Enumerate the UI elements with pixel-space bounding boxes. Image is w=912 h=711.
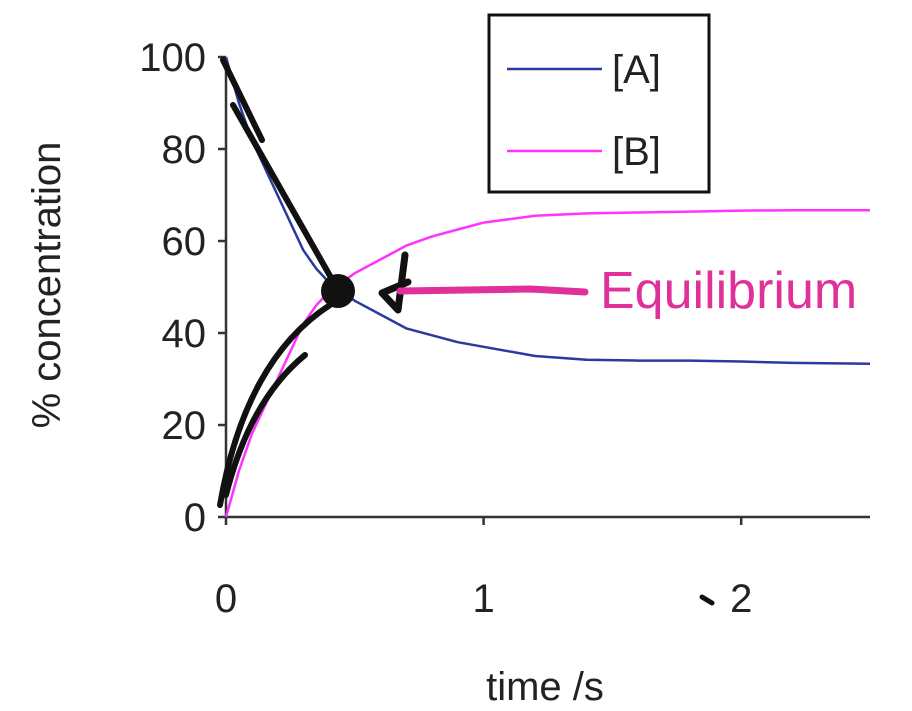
x-tick-label: 2	[730, 577, 752, 621]
y-axis-title: % concentration	[25, 142, 69, 429]
ink-stroke-a	[220, 57, 265, 143]
x-axis-ticks: 0 1 2	[215, 517, 752, 621]
y-axis-ticks: 0 20 40 60 80 100	[139, 36, 226, 540]
y-tick-label: 0	[184, 496, 206, 540]
legend-box	[487, 13, 711, 194]
ink-stroke-a-long	[230, 102, 341, 293]
equilibrium-arrow	[396, 285, 589, 296]
legend: [A] [B]	[487, 13, 711, 194]
y-tick-label: 40	[162, 312, 207, 356]
ink-arrowhead	[378, 251, 412, 314]
x-axis-title: time /s	[486, 665, 604, 709]
equilibrium-annotation: Equilibrium	[396, 262, 857, 320]
y-tick-label: 20	[162, 404, 207, 448]
ink-stroke-b-short	[223, 352, 308, 498]
x-tick-label: 1	[472, 577, 494, 621]
y-tick-label: 60	[162, 220, 207, 264]
x-tick-label: 0	[215, 577, 237, 621]
equilibrium-dot	[321, 274, 355, 308]
legend-label-a: [A]	[612, 48, 661, 92]
hand-drawn-markings	[217, 57, 715, 606]
ink-tick-mark	[699, 594, 715, 606]
legend-label-b: [B]	[612, 130, 661, 174]
ink-stroke-b	[217, 302, 333, 508]
series-line-a	[224, 56, 871, 366]
y-tick-label: 100	[139, 36, 206, 80]
y-tick-label: 80	[162, 128, 207, 172]
equilibrium-label: Equilibrium	[600, 262, 857, 320]
